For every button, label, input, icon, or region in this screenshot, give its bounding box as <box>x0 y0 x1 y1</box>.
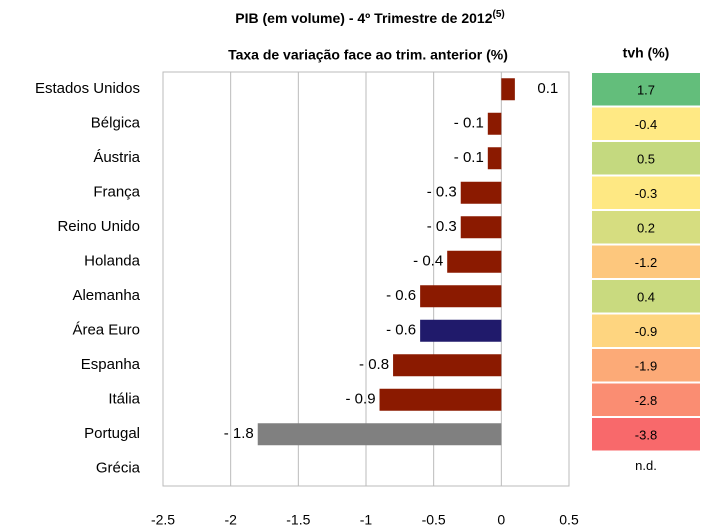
table-value: 0.5 <box>637 152 655 167</box>
y-tick-label: Estados Unidos <box>35 80 140 97</box>
y-tick-label: Bélgica <box>91 115 141 132</box>
table-title: tvh (%) <box>623 45 670 61</box>
bar <box>447 250 502 273</box>
table-value: 0.2 <box>637 221 655 236</box>
value-label: 0.1 <box>537 80 558 97</box>
bar <box>460 216 502 239</box>
value-label: - 0.6 <box>386 322 416 339</box>
y-tick-label: Espanha <box>81 356 141 373</box>
table-value: 1.7 <box>637 83 655 98</box>
table-cell <box>592 176 700 209</box>
x-tick-label: -2 <box>224 512 237 528</box>
y-tick-label: França <box>93 184 140 201</box>
chart-title-group: PIB (em volume) - 4º Trimestre de 2012(5… <box>235 9 504 26</box>
y-tick-label: Holanda <box>84 253 141 270</box>
value-label: - 1.8 <box>224 425 254 442</box>
y-tick-label: Área Euro <box>72 322 140 339</box>
value-label: - 0.3 <box>427 184 457 201</box>
value-label: - 0.8 <box>359 356 389 373</box>
table-cell <box>592 142 700 175</box>
y-tick-label: Grécia <box>96 460 141 477</box>
y-tick-label: Reino Unido <box>57 218 140 235</box>
x-tick-label: -2.5 <box>151 512 175 528</box>
bar <box>487 112 502 135</box>
chart-subtitle: Taxa de variação face ao trim. anterior … <box>228 47 508 63</box>
table-value: -0.9 <box>635 324 657 339</box>
bar <box>460 181 502 204</box>
table-cell <box>592 383 700 416</box>
table-value: -1.9 <box>635 359 657 374</box>
value-label: - 0.9 <box>346 391 376 408</box>
table-value: -1.2 <box>635 255 657 270</box>
table-cell <box>592 280 700 313</box>
table-value: -2.8 <box>635 393 657 408</box>
table-cell <box>592 349 700 382</box>
bar <box>257 423 502 446</box>
table-cell <box>592 73 700 106</box>
bar <box>501 78 515 101</box>
table-cell <box>592 107 700 140</box>
x-tick-label: -0.5 <box>422 512 446 528</box>
table-value: -0.4 <box>635 117 657 132</box>
bar <box>379 388 502 411</box>
x-tick-label: 0.5 <box>559 512 579 528</box>
table-cell <box>592 314 700 347</box>
value-label: - 0.3 <box>427 218 457 235</box>
table-value: -3.8 <box>635 428 657 443</box>
table-cell <box>592 211 700 244</box>
table-missing: n.d. <box>635 458 657 473</box>
table-value: 0.4 <box>637 290 655 305</box>
bar <box>420 319 502 342</box>
table-cell <box>592 245 700 278</box>
x-tick-label: -1 <box>360 512 373 528</box>
value-label: - 0.4 <box>413 253 443 270</box>
table-value: -0.3 <box>635 186 657 201</box>
bar <box>420 285 502 308</box>
title-note: (5) <box>492 9 504 20</box>
value-label: - 0.6 <box>386 287 416 304</box>
y-tick-label: Portugal <box>84 425 140 442</box>
y-tick-label: Alemanha <box>72 287 140 304</box>
bar <box>393 354 502 377</box>
x-tick-label: 0 <box>497 512 505 528</box>
value-label: - 0.1 <box>454 115 484 132</box>
bar <box>487 147 502 170</box>
x-tick-label: -1.5 <box>286 512 310 528</box>
y-tick-label: Áustria <box>93 149 140 166</box>
value-label: - 0.1 <box>454 149 484 166</box>
y-tick-label: Itália <box>108 391 140 408</box>
table-cell <box>592 418 700 451</box>
chart-title: PIB (em volume) - 4º Trimestre de 2012 <box>235 10 492 26</box>
